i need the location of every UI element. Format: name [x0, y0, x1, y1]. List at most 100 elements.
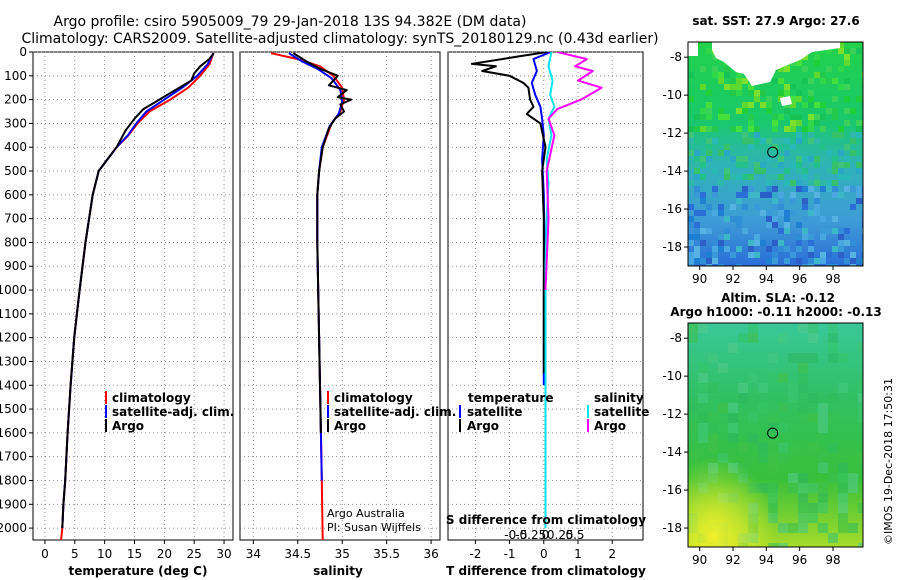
sst-cell	[766, 96, 772, 102]
map-x-tick-label: 92	[725, 272, 740, 286]
x-tick-label: 35.5	[373, 547, 400, 561]
legend-label-t-argo: Argo	[467, 419, 499, 433]
sst-cell	[820, 252, 826, 258]
sst-cell	[706, 150, 712, 156]
map-y-tick-label: -14	[662, 164, 682, 178]
sst-cell	[736, 108, 742, 114]
sst-cell	[748, 192, 754, 198]
sst-cell	[766, 108, 772, 114]
copyright-label: ©IMOS 19-Dec-2018 17:50:31	[882, 378, 895, 545]
salinity-legend: climatology satellite-adj. clim. Argo	[327, 391, 456, 433]
y-tick-label: 1100	[0, 307, 27, 321]
sst-cell	[706, 138, 712, 144]
sst-cell	[718, 114, 724, 120]
series-line-climatology	[60, 52, 215, 540]
sst-cell	[760, 210, 766, 216]
sst-cell	[808, 78, 814, 84]
temperature-legend: climatology satellite-adj. clim. Argo	[105, 391, 234, 433]
legend-label-s-satellite: satellite	[594, 405, 649, 419]
x-tick-label: 34	[246, 547, 261, 561]
sst-cell	[724, 144, 730, 150]
sst-cell	[742, 174, 748, 180]
sst-cell	[718, 72, 724, 78]
sst-cell	[844, 186, 850, 192]
legend-label-satellite: satellite-adj. clim.	[334, 405, 456, 419]
sst-cell	[778, 246, 784, 252]
sst-cell	[850, 132, 856, 138]
sst-cell	[808, 120, 814, 126]
sst-cell	[730, 252, 736, 258]
sst-cell	[712, 126, 718, 132]
sst-cell	[832, 192, 838, 198]
sst-cell	[838, 48, 844, 54]
sst-cell	[724, 174, 730, 180]
series-line-argo	[61, 52, 215, 529]
map-x-tick-label: 96	[792, 553, 807, 567]
sst-cell	[790, 84, 796, 90]
sst-cell	[772, 258, 778, 264]
sst-cell	[760, 168, 766, 174]
sst-cell	[856, 258, 862, 264]
sst-cell	[736, 174, 742, 180]
sst-cell	[748, 138, 754, 144]
sst-cell	[832, 180, 838, 186]
sst-cell	[844, 108, 850, 114]
sst-cell	[820, 126, 826, 132]
sst-cell	[736, 162, 742, 168]
sst-cell	[760, 162, 766, 168]
sst-cell	[694, 162, 700, 168]
sst-cell	[766, 174, 772, 180]
sst-cell	[784, 90, 790, 96]
sla-map-subtitle: Argo h1000: -0.11 h2000: -0.13	[670, 305, 881, 319]
sst-cell	[838, 252, 844, 258]
sst-cell	[808, 96, 814, 102]
sst-cell	[826, 186, 832, 192]
sst-cell	[844, 48, 850, 54]
sst-cell	[844, 258, 850, 264]
salinity-panel-frame	[239, 51, 441, 541]
sst-cell	[766, 138, 772, 144]
sst-cell	[712, 240, 718, 246]
x-tick-label: -2	[469, 547, 481, 561]
x-tick-label: 30	[216, 547, 231, 561]
map-y-tick-label: -16	[662, 483, 682, 497]
sst-cell	[772, 162, 778, 168]
sst-map-title: sat. SST: 27.9 Argo: 27.6	[692, 14, 859, 28]
argo-position-marker	[767, 427, 779, 439]
sst-cell	[838, 234, 844, 240]
map-x-tick-label: 94	[759, 553, 774, 567]
sst-cell	[802, 78, 808, 84]
sst-cell	[706, 258, 712, 264]
sst-cell	[820, 234, 826, 240]
x-tick-label: 0	[41, 547, 49, 561]
sst-cell	[700, 228, 706, 234]
sst-cell	[772, 222, 778, 228]
y-tick-label: 1700	[0, 450, 27, 464]
sst-cell	[808, 264, 814, 266]
sst-cell	[736, 246, 742, 252]
sst-cell	[796, 168, 802, 174]
sla-map-frame	[687, 322, 864, 548]
y-tick-label: 400	[4, 140, 27, 154]
y-tick-label: 100	[4, 69, 27, 83]
sla-map-title: Altim. SLA: -0.12	[721, 291, 835, 305]
sst-cell	[772, 78, 778, 84]
sst-cell	[706, 204, 712, 210]
sst-cell	[700, 114, 706, 120]
sst-cell	[826, 180, 832, 186]
sst-cell	[820, 102, 826, 108]
sst-cell	[718, 204, 724, 210]
sst-cell	[796, 180, 802, 186]
sst-cell	[736, 72, 742, 78]
y-tick-label: 0	[19, 45, 27, 59]
sst-cell	[844, 54, 850, 60]
sst-cell	[772, 114, 778, 120]
sst-cell	[814, 54, 820, 60]
sst-cell	[838, 192, 844, 198]
sst-cell	[712, 168, 718, 174]
sst-cell	[718, 108, 724, 114]
sst-cell	[754, 150, 760, 156]
sst-cell	[796, 96, 802, 102]
sst-cell	[814, 162, 820, 168]
sst-cell	[778, 240, 784, 246]
